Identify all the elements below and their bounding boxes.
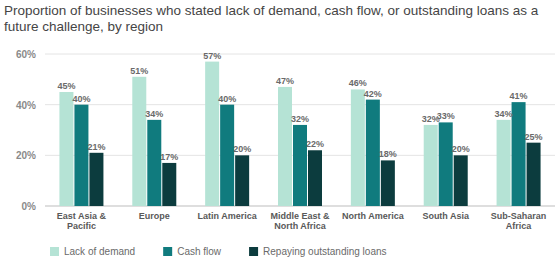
text-line: Latin America: [198, 211, 258, 221]
chart: Proportion of businesses who stated lack…: [0, 0, 559, 264]
text-line: Africa: [506, 221, 533, 231]
bar: [132, 77, 146, 206]
text-line: North Africa: [274, 221, 327, 231]
text-line: North America: [342, 211, 405, 221]
bar: [147, 120, 161, 206]
bar: [366, 100, 380, 206]
y-tick-label: 60%: [16, 49, 36, 60]
bar: [278, 87, 292, 206]
bar: [74, 105, 88, 206]
bar: [308, 150, 322, 206]
category-label: North America: [342, 211, 405, 221]
text-line: East Asia &: [57, 211, 107, 221]
data-label: 46%: [349, 78, 367, 88]
bar: [59, 92, 73, 206]
data-label: 42%: [364, 89, 382, 99]
data-label: 34%: [145, 109, 163, 119]
legend-label: Repaying outstanding loans: [263, 246, 386, 257]
y-tick-label: 40%: [16, 100, 36, 111]
y-tick-label: 20%: [16, 150, 36, 161]
category-label: South Asia: [422, 211, 470, 221]
data-label: 32%: [291, 114, 309, 124]
data-label: 21%: [87, 142, 105, 152]
data-label: 47%: [276, 76, 294, 86]
bar: [351, 89, 365, 206]
grid-line: [45, 104, 555, 105]
bar: [205, 62, 219, 206]
bar: [454, 155, 468, 206]
data-label: 40%: [72, 94, 90, 104]
bar: [235, 155, 249, 206]
data-label: 40%: [218, 94, 236, 104]
bars: [59, 62, 540, 206]
text-line: future challenge, by region: [4, 19, 163, 34]
legend: Lack of demand Cash flow Repaying outstand…: [50, 246, 387, 257]
legend-label: Cash flow: [177, 246, 222, 257]
category-label: Sub-SaharanAfrica: [491, 211, 547, 231]
text-line: Proportion of businesses who stated lack…: [4, 3, 539, 18]
category-label: East Asia &Pacific: [57, 211, 107, 231]
grid-line: [45, 54, 555, 55]
legend-swatch: [50, 247, 59, 256]
legend-swatch: [249, 247, 258, 256]
text-line: Sub-Saharan: [491, 211, 547, 221]
data-label: 17%: [160, 152, 178, 162]
bar: [293, 125, 307, 206]
data-label: 57%: [203, 51, 221, 61]
data-label: 34%: [495, 109, 513, 119]
bar: [220, 105, 234, 206]
data-label: 33%: [437, 111, 455, 121]
bar: [497, 120, 511, 206]
data-label: 20%: [452, 144, 470, 154]
bar: [439, 122, 453, 206]
data-label: 51%: [130, 66, 148, 76]
legend-label: Lack of demand: [64, 246, 135, 257]
text-line: Pacific: [67, 221, 96, 231]
data-labels: 45%40%21%51%34%17%57%40%20%47%32%22%46%4…: [57, 51, 542, 162]
data-label: 20%: [233, 144, 251, 154]
data-label: 18%: [379, 149, 397, 159]
y-tick-label: 0%: [22, 201, 37, 212]
bar: [527, 143, 541, 206]
data-label: 25%: [525, 132, 543, 142]
title: Proportion of businesses who stated lack…: [4, 3, 539, 34]
legend-swatch: [163, 247, 172, 256]
text-line: Europe: [139, 211, 170, 221]
data-label: 22%: [306, 139, 324, 149]
data-label: 45%: [57, 81, 75, 91]
bar: [89, 153, 103, 206]
category-label: Latin America: [198, 211, 258, 221]
bar: [424, 125, 438, 206]
category-label: Middle East &North Africa: [270, 211, 330, 231]
category-label: Europe: [139, 211, 170, 221]
text-line: Middle East &: [270, 211, 330, 221]
bar: [512, 102, 526, 206]
data-label: 41%: [510, 91, 528, 101]
bar: [162, 163, 176, 206]
text-line: South Asia: [422, 211, 470, 221]
bar: [381, 160, 395, 206]
